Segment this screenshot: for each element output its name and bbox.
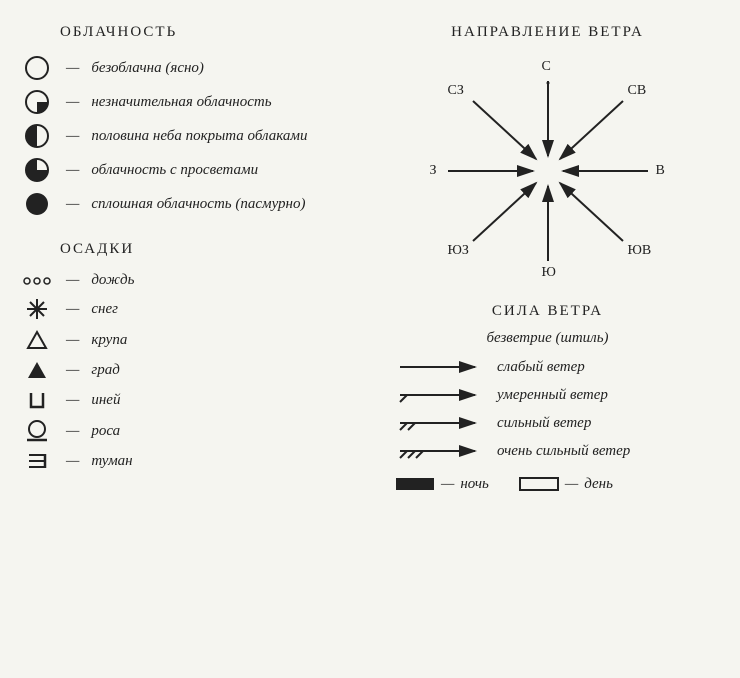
- day-label: день: [584, 476, 613, 493]
- dash: —: [66, 196, 79, 213]
- wind-force-2: сильный ветер: [395, 413, 720, 433]
- cloudiness-label: облачность с просветами: [91, 162, 258, 179]
- weak-wind-icon: [395, 357, 485, 377]
- compass-s: Ю: [542, 265, 556, 281]
- compass-nw: СЗ: [448, 83, 464, 99]
- frost-icon: [20, 389, 54, 411]
- precip-item-3: — град: [20, 359, 365, 381]
- left-column: ОБЛАЧНОСТЬ — безоблачна (ясно) — незначи…: [20, 20, 365, 493]
- dash: —: [66, 128, 79, 145]
- wind-force-label: сильный ветер: [497, 415, 591, 432]
- precip-label: град: [91, 362, 119, 379]
- hail-icon: [20, 359, 54, 381]
- dash: —: [66, 453, 79, 470]
- day-icon: [519, 475, 559, 493]
- compass-se: ЮВ: [628, 243, 652, 259]
- night-label: ночь: [460, 476, 489, 493]
- dew-icon: [20, 419, 54, 443]
- cloudiness-label: половина неба покрыта облаками: [91, 128, 307, 145]
- dash: —: [565, 476, 578, 493]
- precip-label: роса: [91, 423, 120, 440]
- overcast-icon: [20, 191, 54, 217]
- dash: —: [66, 392, 79, 409]
- precip-item-0: — дождь: [20, 272, 365, 289]
- dash: —: [66, 423, 79, 440]
- precip-title: ОСАДКИ: [60, 241, 365, 258]
- wind-dir-title: НАПРАВЛЕНИЕ ВЕТРА: [375, 24, 720, 41]
- precip-label: крупа: [91, 332, 127, 349]
- wind-force-0: слабый ветер: [395, 357, 720, 377]
- precip-item-6: — туман: [20, 451, 365, 471]
- cloudiness-title: ОБЛАЧНОСТЬ: [60, 24, 365, 41]
- cloud-gaps-icon: [20, 157, 54, 183]
- day-night-row: — ночь — день: [395, 475, 720, 493]
- cloudiness-label: безоблачна (ясно): [91, 60, 204, 77]
- compass-e: В: [656, 163, 665, 179]
- cloudiness-label: незначительная облачность: [91, 94, 271, 111]
- dash: —: [66, 332, 79, 349]
- calm-label: безветрие (штиль): [375, 330, 720, 347]
- compass-n: С: [542, 59, 551, 75]
- cloudiness-item-4: — сплошная облачность (пасмурно): [20, 191, 365, 217]
- dash: —: [66, 301, 79, 318]
- wind-force-title: СИЛА ВЕТРА: [375, 303, 720, 320]
- precip-item-5: — роса: [20, 419, 365, 443]
- precip-label: снег: [91, 301, 118, 318]
- graupel-icon: [20, 329, 54, 351]
- cloudiness-item-0: — безоблачна (ясно): [20, 55, 365, 81]
- dash: —: [66, 60, 79, 77]
- wind-force-1: умеренный ветер: [395, 385, 720, 405]
- precip-item-1: — снег: [20, 297, 365, 321]
- cloudiness-item-2: — половина неба покрыта облаками: [20, 123, 365, 149]
- wind-force-label: слабый ветер: [497, 359, 585, 376]
- slight-cloud-icon: [20, 89, 54, 115]
- compass-sw: ЮЗ: [448, 243, 469, 259]
- dash: —: [441, 476, 454, 493]
- fog-icon: [20, 451, 54, 471]
- compass-ne: СВ: [628, 83, 647, 99]
- wind-compass: С СВ В ЮВ Ю ЮЗ З СЗ: [388, 51, 708, 291]
- dash: —: [66, 272, 79, 289]
- precip-item-2: — крупа: [20, 329, 365, 351]
- right-column: НАПРАВЛЕНИЕ ВЕТРА: [375, 20, 720, 493]
- precip-label: дождь: [91, 272, 134, 289]
- cloudiness-item-3: — облачность с просветами: [20, 157, 365, 183]
- strong-wind-icon: [395, 413, 485, 433]
- cloudiness-item-1: — незначительная облачность: [20, 89, 365, 115]
- dash: —: [66, 362, 79, 379]
- precip-label: туман: [91, 453, 132, 470]
- dash: —: [66, 162, 79, 179]
- rain-icon: [20, 273, 54, 289]
- clear-sky-icon: [20, 55, 54, 81]
- cloudiness-label: сплошная облачность (пасмурно): [91, 196, 305, 213]
- wind-force-label: умеренный ветер: [497, 387, 608, 404]
- precip-label: иней: [91, 392, 120, 409]
- dash: —: [66, 94, 79, 111]
- compass-w: З: [430, 163, 437, 179]
- very-strong-wind-icon: [395, 441, 485, 461]
- half-cloud-icon: [20, 123, 54, 149]
- snow-icon: [20, 297, 54, 321]
- wind-force-3: очень сильный ветер: [395, 441, 720, 461]
- night-icon: [395, 475, 435, 493]
- precip-item-4: — иней: [20, 389, 365, 411]
- moderate-wind-icon: [395, 385, 485, 405]
- wind-force-label: очень сильный ветер: [497, 443, 630, 460]
